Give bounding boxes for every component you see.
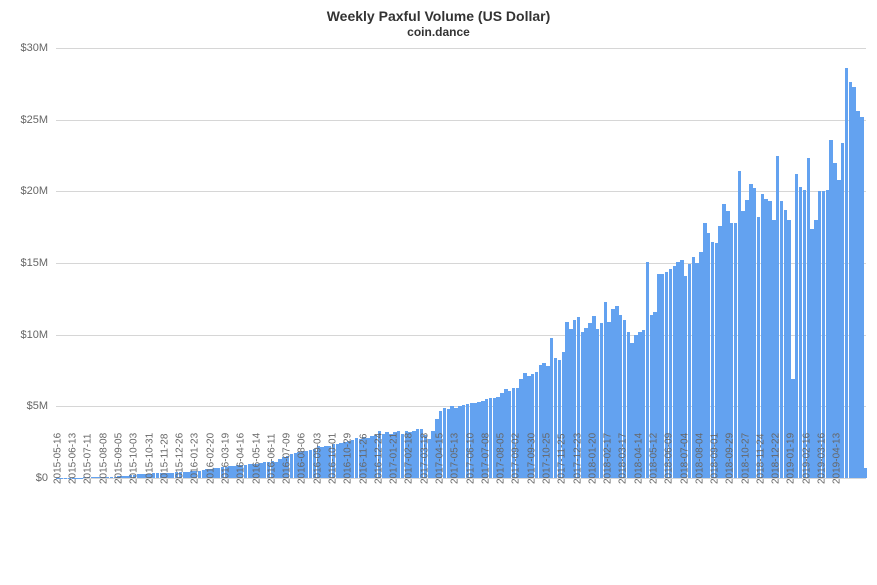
- x-tick-label: 2016-06-11: [266, 434, 277, 484]
- x-tick-label: 2017-01-21: [389, 433, 400, 484]
- x-tick-label: 2017-09-02: [511, 433, 522, 484]
- y-tick-label: $25M: [20, 114, 48, 126]
- x-tick-label: 2016-01-23: [190, 433, 201, 484]
- bars-group: [56, 48, 866, 478]
- x-tick-label: 2018-08-04: [694, 433, 705, 484]
- x-tick-label: 2016-09-03: [312, 433, 323, 484]
- x-tick-label: 2017-11-25: [557, 434, 568, 484]
- x-tick-label: 2017-05-13: [450, 433, 461, 484]
- bar: [860, 117, 863, 478]
- x-tick-label: 2018-09-29: [725, 433, 736, 484]
- x-tick-label: 2015-08-08: [98, 433, 109, 484]
- x-tick-label: 2016-12-24: [373, 433, 384, 484]
- x-tick-label: 2018-04-14: [633, 433, 644, 484]
- x-tick-label: 2019-01-19: [786, 433, 797, 484]
- x-tick-label: 2016-08-06: [297, 433, 308, 484]
- x-axis: 2015-05-162015-06-132015-07-112015-08-08…: [56, 480, 866, 580]
- x-tick-label: 2016-04-16: [236, 433, 247, 484]
- bar: [864, 468, 867, 478]
- x-tick-label: 2017-09-30: [526, 433, 537, 484]
- x-tick-label: 2018-11-24: [755, 434, 766, 484]
- x-tick-label: 2016-10-29: [343, 433, 354, 484]
- x-tick-label: 2016-07-09: [282, 433, 293, 484]
- x-tick-label: 2015-06-13: [68, 433, 79, 484]
- y-tick-label: $20M: [20, 185, 48, 197]
- x-tick-label: 2018-01-20: [587, 433, 598, 484]
- x-tick-label: 2018-07-04: [679, 433, 690, 484]
- x-tick-label: 2018-05-12: [648, 433, 659, 484]
- x-tick-label: 2017-12-23: [572, 433, 583, 484]
- title-block: Weekly Paxful Volume (US Dollar) coin.da…: [0, 0, 877, 39]
- x-tick-label: 2018-12-22: [771, 433, 782, 484]
- x-tick-label: 2017-06-10: [465, 433, 476, 484]
- x-tick-label: 2018-10-27: [740, 433, 751, 484]
- y-tick-label: $0: [36, 472, 48, 484]
- x-tick-label: 2015-10-31: [144, 433, 155, 484]
- y-axis: $0$5M$10M$15M$20M$25M$30M: [0, 48, 52, 478]
- chart-title: Weekly Paxful Volume (US Dollar): [0, 8, 877, 24]
- x-tick-label: 2015-11-28: [159, 434, 170, 484]
- x-tick-label: 2015-05-16: [52, 433, 63, 484]
- x-tick-label: 2019-04-13: [832, 433, 843, 484]
- x-tick-label: 2017-04-15: [434, 433, 445, 484]
- y-tick-label: $10M: [20, 329, 48, 341]
- chart-container: Weekly Paxful Volume (US Dollar) coin.da…: [0, 0, 877, 585]
- x-tick-label: 2015-09-05: [114, 433, 125, 484]
- x-tick-label: 2017-07-08: [480, 433, 491, 484]
- x-tick-label: 2016-05-14: [251, 433, 262, 484]
- x-tick-label: 2019-03-16: [817, 433, 828, 484]
- x-tick-label: 2018-03-17: [618, 433, 629, 484]
- x-tick-label: 2016-10-01: [328, 433, 339, 484]
- x-tick-label: 2015-07-11: [83, 434, 94, 484]
- x-tick-label: 2018-02-17: [603, 433, 614, 484]
- y-tick-label: $30M: [20, 42, 48, 54]
- y-tick-label: $15M: [20, 257, 48, 269]
- x-tick-label: 2019-02-16: [801, 433, 812, 484]
- x-tick-label: 2015-10-03: [129, 433, 140, 484]
- y-tick-label: $5M: [27, 400, 48, 412]
- chart-subtitle: coin.dance: [0, 25, 877, 39]
- x-tick-label: 2017-08-05: [496, 433, 507, 484]
- x-tick-label: 2018-06-09: [664, 433, 675, 484]
- x-tick-label: 2016-11-26: [358, 434, 369, 484]
- x-tick-label: 2017-03-18: [419, 433, 430, 484]
- plot-area: [56, 48, 866, 478]
- x-tick-label: 2015-12-26: [175, 433, 186, 484]
- x-tick-label: 2017-10-25: [541, 433, 552, 484]
- x-tick-label: 2016-02-20: [205, 433, 216, 484]
- x-tick-label: 2017-02-18: [404, 433, 415, 484]
- x-tick-label: 2016-03-19: [221, 433, 232, 484]
- x-tick-label: 2018-09-01: [710, 433, 721, 484]
